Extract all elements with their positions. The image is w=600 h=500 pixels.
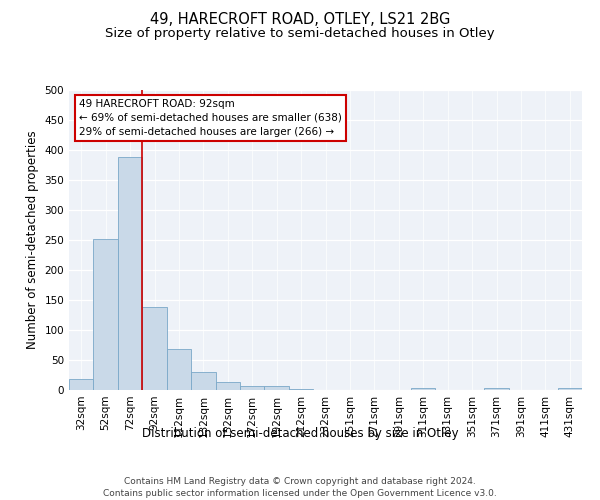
Bar	[142, 307, 167, 390]
Text: 49 HARECROFT ROAD: 92sqm
← 69% of semi-detached houses are smaller (638)
29% of : 49 HARECROFT ROAD: 92sqm ← 69% of semi-d…	[79, 99, 342, 137]
Bar	[484, 388, 509, 390]
Bar	[411, 388, 436, 390]
Text: Distribution of semi-detached houses by size in Otley: Distribution of semi-detached houses by …	[142, 428, 458, 440]
Bar	[215, 382, 240, 390]
Bar	[118, 157, 142, 390]
Bar	[557, 388, 582, 390]
Bar	[289, 389, 313, 390]
Text: Contains HM Land Registry data © Crown copyright and database right 2024.
Contai: Contains HM Land Registry data © Crown c…	[103, 476, 497, 498]
Bar	[265, 386, 289, 390]
Y-axis label: Number of semi-detached properties: Number of semi-detached properties	[26, 130, 39, 350]
Bar	[191, 372, 215, 390]
Bar	[69, 379, 94, 390]
Text: Size of property relative to semi-detached houses in Otley: Size of property relative to semi-detach…	[105, 28, 495, 40]
Text: 49, HARECROFT ROAD, OTLEY, LS21 2BG: 49, HARECROFT ROAD, OTLEY, LS21 2BG	[150, 12, 450, 28]
Bar	[240, 386, 265, 390]
Bar	[167, 349, 191, 390]
Bar	[94, 239, 118, 390]
